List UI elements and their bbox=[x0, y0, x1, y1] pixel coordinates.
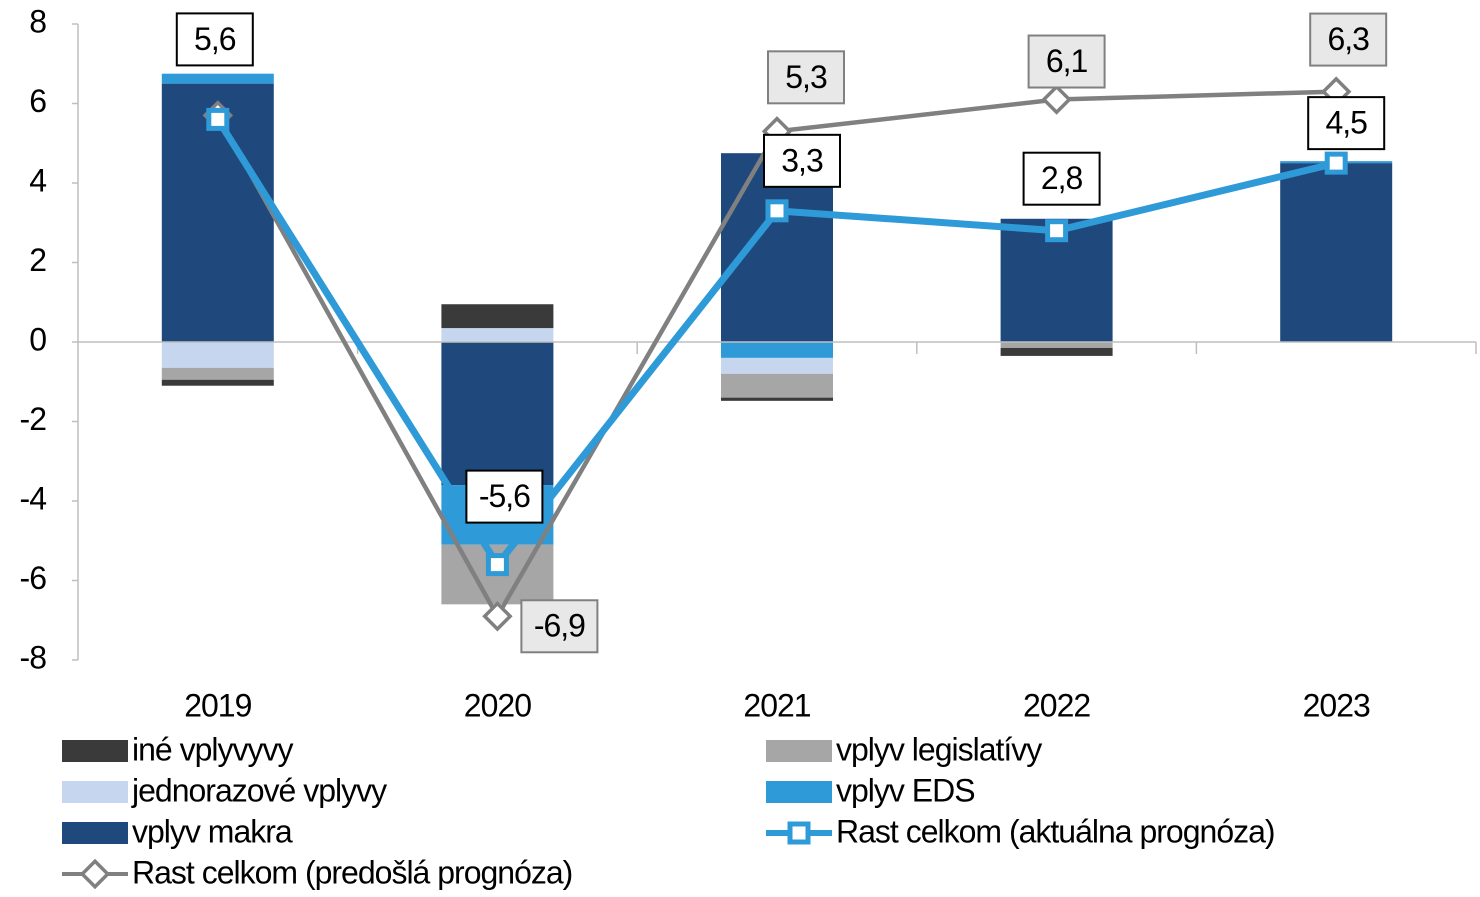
legend-label: jednorazové vplyvy bbox=[131, 772, 387, 808]
data-label: 6,3 bbox=[1327, 21, 1369, 57]
legend-swatch bbox=[62, 781, 128, 803]
bar-segment bbox=[161, 379, 274, 386]
label-box bbox=[1309, 12, 1388, 67]
bar-segment bbox=[161, 73, 274, 84]
data-label: 5,3 bbox=[785, 59, 827, 95]
bar-segment bbox=[441, 342, 554, 486]
marker bbox=[482, 601, 513, 632]
bar-segment bbox=[161, 367, 274, 380]
x-tick-label: 2022 bbox=[1023, 687, 1090, 723]
label-box bbox=[1027, 34, 1106, 89]
bar-segment bbox=[1000, 347, 1113, 356]
y-tick-label: 2 bbox=[29, 242, 46, 278]
data-label: 5,6 bbox=[194, 21, 236, 57]
y-tick-label: 0 bbox=[29, 321, 46, 357]
data-label: 3,3 bbox=[781, 142, 823, 178]
bar-segment bbox=[721, 357, 833, 374]
x-tick-label: 2023 bbox=[1303, 687, 1370, 723]
x-tick-label: 2020 bbox=[464, 687, 531, 723]
y-tick-label: 6 bbox=[29, 83, 46, 119]
y-tick-label: 8 bbox=[29, 3, 46, 39]
bar-segment bbox=[721, 342, 833, 358]
data-label: -6,9 bbox=[534, 608, 585, 644]
legend-label: vplyv legislatívy bbox=[836, 731, 1042, 767]
bar-segment bbox=[721, 397, 833, 401]
label-box bbox=[175, 12, 254, 67]
label-box bbox=[767, 50, 845, 105]
bar-segment bbox=[1000, 342, 1113, 348]
bar-segment bbox=[441, 328, 554, 342]
legend-label: iné vplyvyvy bbox=[132, 731, 294, 767]
marker bbox=[1041, 84, 1072, 115]
legend-swatch bbox=[62, 822, 128, 844]
bar-segment bbox=[721, 373, 833, 398]
marker bbox=[765, 199, 789, 223]
y-tick-label: -2 bbox=[20, 401, 47, 437]
label-box bbox=[1307, 96, 1386, 151]
legend-label: Rast celkom (predošlá prognóza) bbox=[132, 854, 572, 890]
legend-label: vplyv makra bbox=[132, 813, 293, 849]
y-tick-label: -8 bbox=[20, 639, 47, 675]
legend-marker bbox=[79, 858, 111, 890]
x-tick-label: 2021 bbox=[743, 687, 810, 723]
legend-swatch bbox=[62, 740, 128, 762]
legend-label: vplyv EDS bbox=[836, 772, 975, 808]
legend-marker bbox=[787, 821, 811, 845]
bar-segment bbox=[161, 342, 274, 368]
label-box bbox=[520, 599, 599, 654]
y-tick-label: 4 bbox=[29, 162, 46, 198]
bar-segment bbox=[441, 304, 554, 329]
x-tick-label: 2019 bbox=[184, 687, 251, 723]
data-label: 6,1 bbox=[1046, 43, 1088, 79]
marker bbox=[206, 107, 230, 131]
data-label: 2,8 bbox=[1041, 160, 1083, 196]
marker bbox=[1324, 151, 1348, 175]
bar-segment bbox=[1280, 163, 1393, 342]
legend-label: Rast celkom (aktuálna prognóza) bbox=[836, 813, 1275, 849]
marker bbox=[1045, 219, 1069, 243]
y-tick-label: -4 bbox=[20, 480, 47, 516]
legend-swatch bbox=[766, 740, 832, 762]
label-box bbox=[1022, 151, 1101, 206]
label-box bbox=[465, 469, 544, 524]
marker bbox=[485, 553, 509, 577]
y-tick-label: -6 bbox=[20, 560, 47, 596]
label-box bbox=[763, 133, 841, 188]
legend-swatch bbox=[766, 781, 832, 803]
data-label: -5,6 bbox=[479, 478, 530, 514]
data-label: 4,5 bbox=[1325, 105, 1367, 141]
